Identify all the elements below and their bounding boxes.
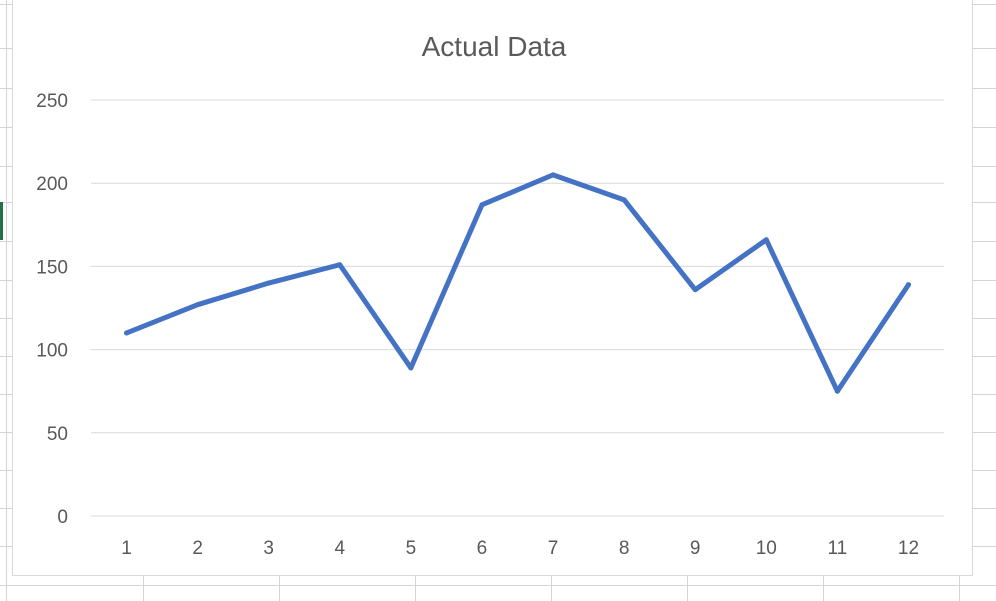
- y-tick-label: 150: [36, 257, 68, 278]
- x-tick-label: 8: [619, 538, 630, 559]
- y-axis-tick-labels: 0 50 100 150 200 250: [36, 91, 68, 528]
- y-tick-label: 200: [36, 174, 68, 195]
- x-tick-label: 11: [828, 538, 848, 559]
- x-tick-label: 1: [121, 538, 132, 559]
- data-point[interactable]: [124, 330, 130, 336]
- y-tick-label: 250: [36, 91, 68, 112]
- x-tick-label: 5: [406, 538, 417, 559]
- x-tick-label: 12: [898, 538, 919, 559]
- x-tick-label: 6: [477, 538, 488, 559]
- chart-title[interactable]: Actual Data: [422, 31, 567, 62]
- x-axis-tick-labels: 1 2 3 4 5 6 7 8 9 10 11 12: [121, 538, 919, 559]
- active-cell-marker[interactable]: [0, 202, 3, 240]
- data-point[interactable]: [763, 237, 769, 243]
- data-point[interactable]: [550, 172, 556, 178]
- data-point[interactable]: [479, 202, 485, 208]
- x-tick-label: 9: [690, 538, 701, 559]
- data-point[interactable]: [834, 388, 840, 394]
- data-point[interactable]: [337, 262, 343, 268]
- x-tick-label: 2: [192, 538, 203, 559]
- x-tick-label: 7: [548, 538, 559, 559]
- gridlines: [91, 99, 944, 517]
- x-tick-label: 4: [335, 538, 346, 559]
- y-tick-label: 50: [47, 424, 68, 445]
- data-point[interactable]: [408, 365, 414, 371]
- x-tick-label: 3: [263, 538, 274, 559]
- data-point[interactable]: [621, 197, 627, 203]
- data-point[interactable]: [195, 302, 201, 308]
- y-tick-label: 0: [57, 507, 68, 528]
- y-tick-label: 100: [36, 341, 68, 362]
- chart-area[interactable]: Actual Data 0 50 100 150 200 250 1 2 3 4 5 6 7 8 9 10 1…: [12, 0, 973, 576]
- series-line[interactable]: [124, 172, 911, 394]
- data-point[interactable]: [266, 280, 272, 286]
- data-point[interactable]: [905, 282, 911, 288]
- data-point[interactable]: [692, 287, 698, 293]
- series-group[interactable]: [124, 172, 911, 394]
- x-tick-label: 10: [756, 538, 777, 559]
